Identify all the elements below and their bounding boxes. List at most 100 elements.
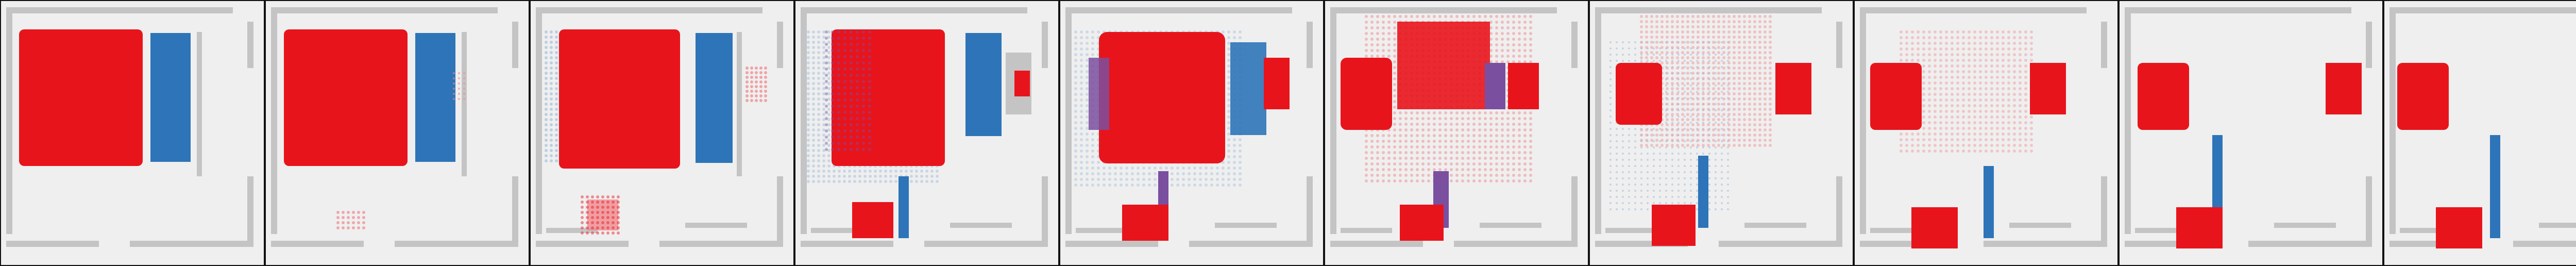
red-block-object <box>587 200 618 230</box>
blue-block-object <box>1230 42 1266 135</box>
wall-segment <box>1860 7 1866 234</box>
red-block-object <box>1652 205 1696 246</box>
blue-block-object <box>2490 135 2500 238</box>
frame-background <box>1590 1 1853 265</box>
purple-overlap <box>1089 58 1109 130</box>
wall-structure <box>801 7 1048 247</box>
wall-segment <box>801 7 1027 13</box>
wall-segment <box>536 7 762 13</box>
wall-segment <box>2009 223 2071 228</box>
simulation-frame <box>1590 1 1853 265</box>
wall-segment <box>6 7 12 234</box>
wall-segment <box>2539 223 2576 228</box>
wall-segment <box>6 7 233 13</box>
wall-segment <box>512 176 518 247</box>
red-block-object <box>284 29 408 166</box>
wall-segment <box>1836 22 1842 68</box>
red-block-object <box>2436 207 2482 248</box>
particle-trail <box>453 72 465 100</box>
frame-canvas <box>1590 1 1853 265</box>
red-block-object <box>1775 63 1811 114</box>
frame-canvas <box>1325 1 1588 265</box>
wall-segment <box>1595 7 1601 234</box>
wall-segment <box>1189 241 1313 247</box>
wall-segment <box>777 22 783 68</box>
wall-segment <box>685 223 747 228</box>
wall-segment <box>1454 241 1578 247</box>
wall-structure <box>1595 7 1842 247</box>
wall-segment <box>247 22 253 68</box>
wall-segment <box>1860 7 2087 13</box>
wall-segment <box>1836 176 1842 247</box>
wall-segment <box>1215 223 1277 228</box>
wall-structure <box>2125 7 2372 247</box>
red-block-object <box>19 29 143 166</box>
wall-structure <box>1330 7 1578 247</box>
wall-segment <box>1042 176 1048 247</box>
wall-segment <box>2135 228 2187 233</box>
wall-segment <box>1870 228 1922 233</box>
purple-overlap <box>1485 63 1505 109</box>
wall-segment <box>2366 22 2372 68</box>
wall-segment <box>737 32 742 176</box>
wall-segment <box>1571 176 1578 247</box>
blue-block-object <box>965 33 1002 136</box>
frame-canvas <box>1060 1 1323 265</box>
wall-segment <box>2366 176 2372 247</box>
wall-segment <box>1744 223 1806 228</box>
frame-canvas <box>1 1 264 265</box>
wall-segment <box>1595 7 1822 13</box>
wall-segment <box>2125 7 2351 13</box>
wall-segment <box>1605 228 1657 233</box>
red-block-object <box>2397 63 2449 130</box>
wall-segment <box>1480 223 1541 228</box>
wall-segment <box>1330 241 1423 247</box>
wall-segment <box>462 32 467 176</box>
wall-segment <box>1042 22 1048 68</box>
wall-segment <box>247 176 253 247</box>
wall-segment <box>2248 241 2372 247</box>
red-block-object <box>1911 207 1958 248</box>
red-block-object <box>2138 63 2189 130</box>
red-block-object <box>1014 71 1030 96</box>
wall-segment <box>395 241 518 247</box>
wall-segment <box>801 241 893 247</box>
wall-segment <box>2389 7 2396 234</box>
wall-segment <box>546 228 598 233</box>
wall-segment <box>1076 228 1127 233</box>
red-block-object <box>1264 58 1290 109</box>
red-block-object <box>852 202 893 238</box>
wall-segment <box>1307 22 1313 68</box>
wall-segment <box>2389 7 2576 13</box>
wall-segment <box>271 7 277 234</box>
wall-segment <box>2513 241 2576 247</box>
frame-canvas <box>266 1 529 265</box>
particle-trail <box>745 66 767 102</box>
blue-block-object <box>1698 156 1708 228</box>
wall-segment <box>2400 228 2451 233</box>
wall-segment <box>512 22 518 68</box>
particle-trail <box>336 211 365 229</box>
wall-segment <box>1307 176 1313 247</box>
wall-segment <box>197 32 202 176</box>
wall-segment <box>2274 223 2336 228</box>
simulation-frame <box>531 1 793 265</box>
wall-segment <box>1065 241 1158 247</box>
simulation-frame <box>1060 1 1323 265</box>
frame-canvas <box>2120 1 2382 265</box>
red-block-object <box>832 29 945 166</box>
red-block-object <box>1397 22 1490 109</box>
simulation-frame <box>1 1 264 265</box>
blue-block-object <box>415 33 455 162</box>
red-block-object <box>1508 63 1539 109</box>
wall-segment <box>1065 7 1072 234</box>
wall-segment <box>801 7 807 234</box>
red-block-object <box>1870 63 1922 130</box>
simulation-frame <box>1325 1 1588 265</box>
wall-segment <box>777 176 783 247</box>
wall-segment <box>1571 22 1578 68</box>
wall-segment <box>1330 7 1557 13</box>
red-block-object <box>1099 32 1225 163</box>
wall-segment <box>2101 176 2107 247</box>
